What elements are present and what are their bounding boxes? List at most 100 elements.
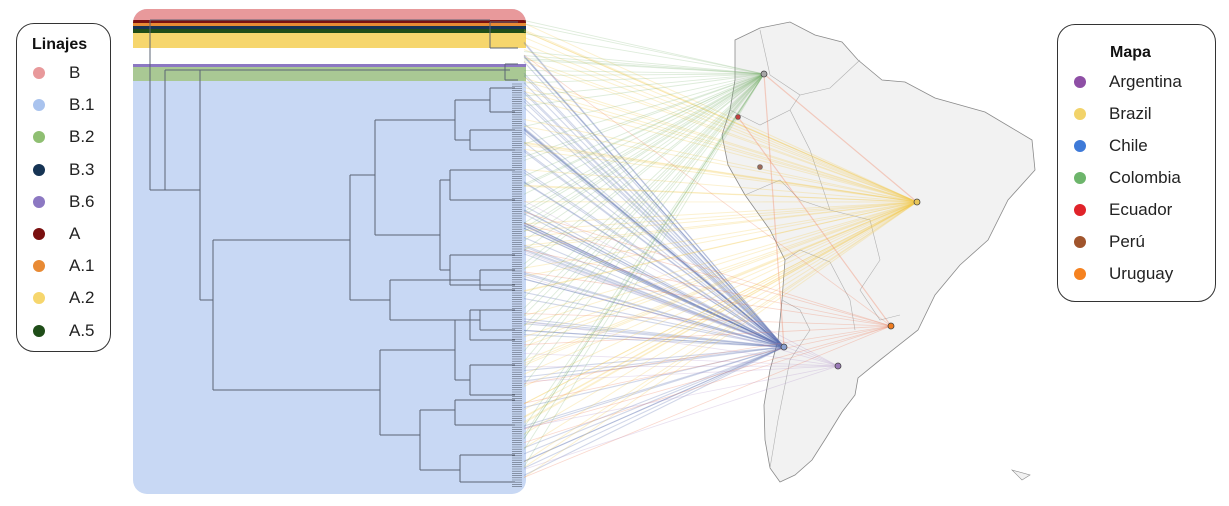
migration-link bbox=[523, 73, 765, 158]
migration-link bbox=[523, 329, 785, 348]
migration-link bbox=[523, 249, 892, 327]
migration-link bbox=[523, 346, 785, 372]
migration-link bbox=[523, 73, 765, 107]
lineage-label: A.2 bbox=[69, 288, 95, 308]
migration-link bbox=[523, 73, 765, 298]
migration-link bbox=[523, 201, 918, 435]
migration-link bbox=[523, 132, 785, 348]
band-a2 bbox=[133, 33, 526, 48]
migration-link bbox=[523, 73, 765, 436]
migration-link bbox=[523, 30, 918, 203]
migration-link bbox=[523, 321, 785, 348]
migration-link bbox=[523, 118, 918, 203]
lineage-swatch bbox=[33, 260, 45, 273]
migration-link bbox=[523, 346, 785, 449]
migration-link bbox=[523, 60, 918, 203]
migration-link bbox=[523, 101, 785, 348]
migration-link bbox=[523, 144, 918, 203]
migration-link bbox=[523, 201, 918, 343]
lineage-item: B.1 bbox=[17, 95, 95, 115]
lineage-swatch bbox=[33, 163, 45, 176]
migration-link bbox=[523, 334, 785, 348]
lineage-swatch bbox=[33, 228, 45, 240]
country-swatch bbox=[1074, 204, 1086, 216]
node-brazil bbox=[913, 198, 921, 206]
migration-link bbox=[523, 36, 918, 203]
migration-link bbox=[523, 209, 785, 348]
migration-link bbox=[523, 73, 765, 97]
migration-link bbox=[523, 323, 785, 348]
migration-link bbox=[523, 249, 785, 348]
migration-link bbox=[523, 69, 765, 75]
migration-link bbox=[523, 73, 765, 334]
migration-link bbox=[523, 201, 918, 418]
migration-link bbox=[523, 141, 918, 203]
migration-link bbox=[523, 271, 892, 327]
migration-link bbox=[523, 224, 785, 348]
migration-link bbox=[523, 201, 918, 326]
migration-link bbox=[523, 201, 918, 423]
migration-link bbox=[523, 73, 765, 233]
migration-link bbox=[523, 128, 785, 348]
migration-link bbox=[523, 73, 765, 224]
lineage-label: B.6 bbox=[69, 191, 95, 211]
migration-link bbox=[523, 73, 765, 212]
migration-link bbox=[523, 325, 892, 478]
migration-link bbox=[523, 205, 785, 348]
migration-link bbox=[523, 73, 765, 451]
migration-link bbox=[523, 73, 765, 316]
migration-link bbox=[523, 201, 918, 317]
migration-link bbox=[523, 54, 892, 327]
migration-link bbox=[523, 73, 765, 216]
migration-link bbox=[523, 222, 785, 348]
migration-link bbox=[523, 201, 918, 348]
migration-link bbox=[523, 149, 785, 348]
migration-link bbox=[523, 55, 785, 348]
migration-link bbox=[523, 82, 785, 348]
lineage-swatch bbox=[33, 292, 45, 305]
migration-link bbox=[523, 128, 785, 348]
migration-link bbox=[523, 200, 839, 367]
band-b1 bbox=[133, 9, 526, 494]
migration-link bbox=[523, 73, 765, 187]
migration-link bbox=[523, 201, 918, 411]
migration-link bbox=[523, 30, 918, 203]
migration-link bbox=[523, 41, 785, 348]
migration-link bbox=[523, 73, 765, 161]
lineage-label: B.3 bbox=[69, 159, 95, 179]
country-borders bbox=[729, 29, 901, 469]
map-legend: Mapa Argentina Brazil Chile Colombia Ecuador… bbox=[1057, 24, 1216, 302]
lineage-item: A.1 bbox=[17, 256, 95, 276]
migration-link bbox=[523, 201, 918, 249]
node-colombia bbox=[760, 70, 768, 78]
migration-link bbox=[523, 92, 785, 348]
migration-link bbox=[523, 346, 785, 408]
migration-link bbox=[523, 365, 839, 382]
country-item: Ecuador bbox=[1058, 200, 1172, 220]
migration-link bbox=[523, 313, 892, 327]
node-ecuador bbox=[735, 114, 741, 120]
migration-link bbox=[763, 73, 918, 203]
migration-link bbox=[523, 211, 892, 327]
country-item: Chile bbox=[1058, 136, 1148, 156]
migration-link bbox=[523, 273, 785, 348]
continent-outline bbox=[721, 21, 1036, 483]
band-white bbox=[133, 48, 526, 64]
migration-link bbox=[523, 325, 892, 430]
migration-link bbox=[523, 325, 892, 385]
migration-link bbox=[523, 122, 785, 348]
country-swatch bbox=[1074, 268, 1086, 280]
country-swatch bbox=[1074, 236, 1086, 248]
lineage-label: B bbox=[69, 63, 81, 82]
migration-link bbox=[523, 73, 765, 77]
migration-link bbox=[523, 73, 765, 242]
migration-link bbox=[523, 253, 785, 348]
migration-link bbox=[523, 181, 785, 348]
migration-link bbox=[523, 73, 765, 327]
lineage-label: A.5 bbox=[69, 320, 95, 340]
migration-link bbox=[523, 201, 918, 366]
migration-link bbox=[523, 325, 892, 404]
band-b6 bbox=[133, 64, 526, 67]
country-swatch bbox=[1074, 172, 1086, 184]
migration-link bbox=[523, 49, 918, 203]
